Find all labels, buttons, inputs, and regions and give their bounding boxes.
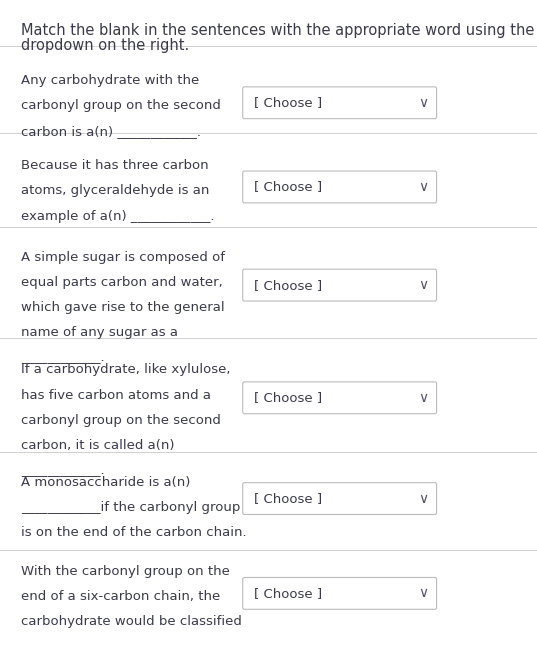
Text: end of a six-carbon chain, the: end of a six-carbon chain, the: [21, 590, 221, 603]
Text: carbohydrate would be classified: carbohydrate would be classified: [21, 615, 242, 629]
Text: [ Choose ]: [ Choose ]: [254, 180, 322, 194]
Text: ∨: ∨: [418, 95, 428, 110]
Text: [ Choose ]: [ Choose ]: [254, 391, 322, 404]
Text: ____________if the carbonyl group: ____________if the carbonyl group: [21, 501, 241, 514]
Text: name of any sugar as a: name of any sugar as a: [21, 326, 178, 339]
Text: ∨: ∨: [418, 491, 428, 506]
Text: With the carbonyl group on the: With the carbonyl group on the: [21, 565, 230, 578]
Text: ∨: ∨: [418, 391, 428, 405]
Text: example of a(n) ____________.: example of a(n) ____________.: [21, 210, 215, 223]
Text: ∨: ∨: [418, 586, 428, 601]
Text: A simple sugar is composed of: A simple sugar is composed of: [21, 251, 226, 264]
Text: If a carbohydrate, like xylulose,: If a carbohydrate, like xylulose,: [21, 363, 231, 377]
Text: carbonyl group on the second: carbonyl group on the second: [21, 414, 221, 427]
FancyBboxPatch shape: [243, 171, 437, 203]
Text: [ Choose ]: [ Choose ]: [254, 278, 322, 292]
Text: [ Choose ]: [ Choose ]: [254, 587, 322, 600]
Text: [ Choose ]: [ Choose ]: [254, 492, 322, 505]
Text: which gave rise to the general: which gave rise to the general: [21, 301, 225, 314]
FancyBboxPatch shape: [243, 577, 437, 609]
Text: ____________.: ____________.: [21, 351, 105, 365]
Text: equal parts carbon and water,: equal parts carbon and water,: [21, 276, 223, 289]
Text: carbonyl group on the second: carbonyl group on the second: [21, 99, 221, 113]
Text: carbon is a(n) ____________.: carbon is a(n) ____________.: [21, 125, 201, 138]
FancyBboxPatch shape: [243, 382, 437, 414]
Text: is on the end of the carbon chain.: is on the end of the carbon chain.: [21, 526, 247, 540]
FancyBboxPatch shape: [243, 87, 437, 119]
Text: ∨: ∨: [418, 278, 428, 292]
Text: Any carbohydrate with the: Any carbohydrate with the: [21, 74, 200, 88]
Text: Match the blank in the sentences with the appropriate word using the: Match the blank in the sentences with th…: [21, 23, 535, 38]
FancyBboxPatch shape: [243, 483, 437, 514]
Text: atoms, glyceraldehyde is an: atoms, glyceraldehyde is an: [21, 184, 210, 198]
Text: ∨: ∨: [418, 180, 428, 194]
Text: Because it has three carbon: Because it has three carbon: [21, 159, 209, 172]
Text: carbon, it is called a(n): carbon, it is called a(n): [21, 439, 175, 452]
Text: dropdown on the right.: dropdown on the right.: [21, 38, 190, 54]
Text: ____________.: ____________.: [21, 464, 105, 477]
Text: A monosaccharide is a(n): A monosaccharide is a(n): [21, 476, 191, 489]
Text: [ Choose ]: [ Choose ]: [254, 96, 322, 109]
Text: has five carbon atoms and a: has five carbon atoms and a: [21, 389, 212, 402]
FancyBboxPatch shape: [243, 269, 437, 301]
